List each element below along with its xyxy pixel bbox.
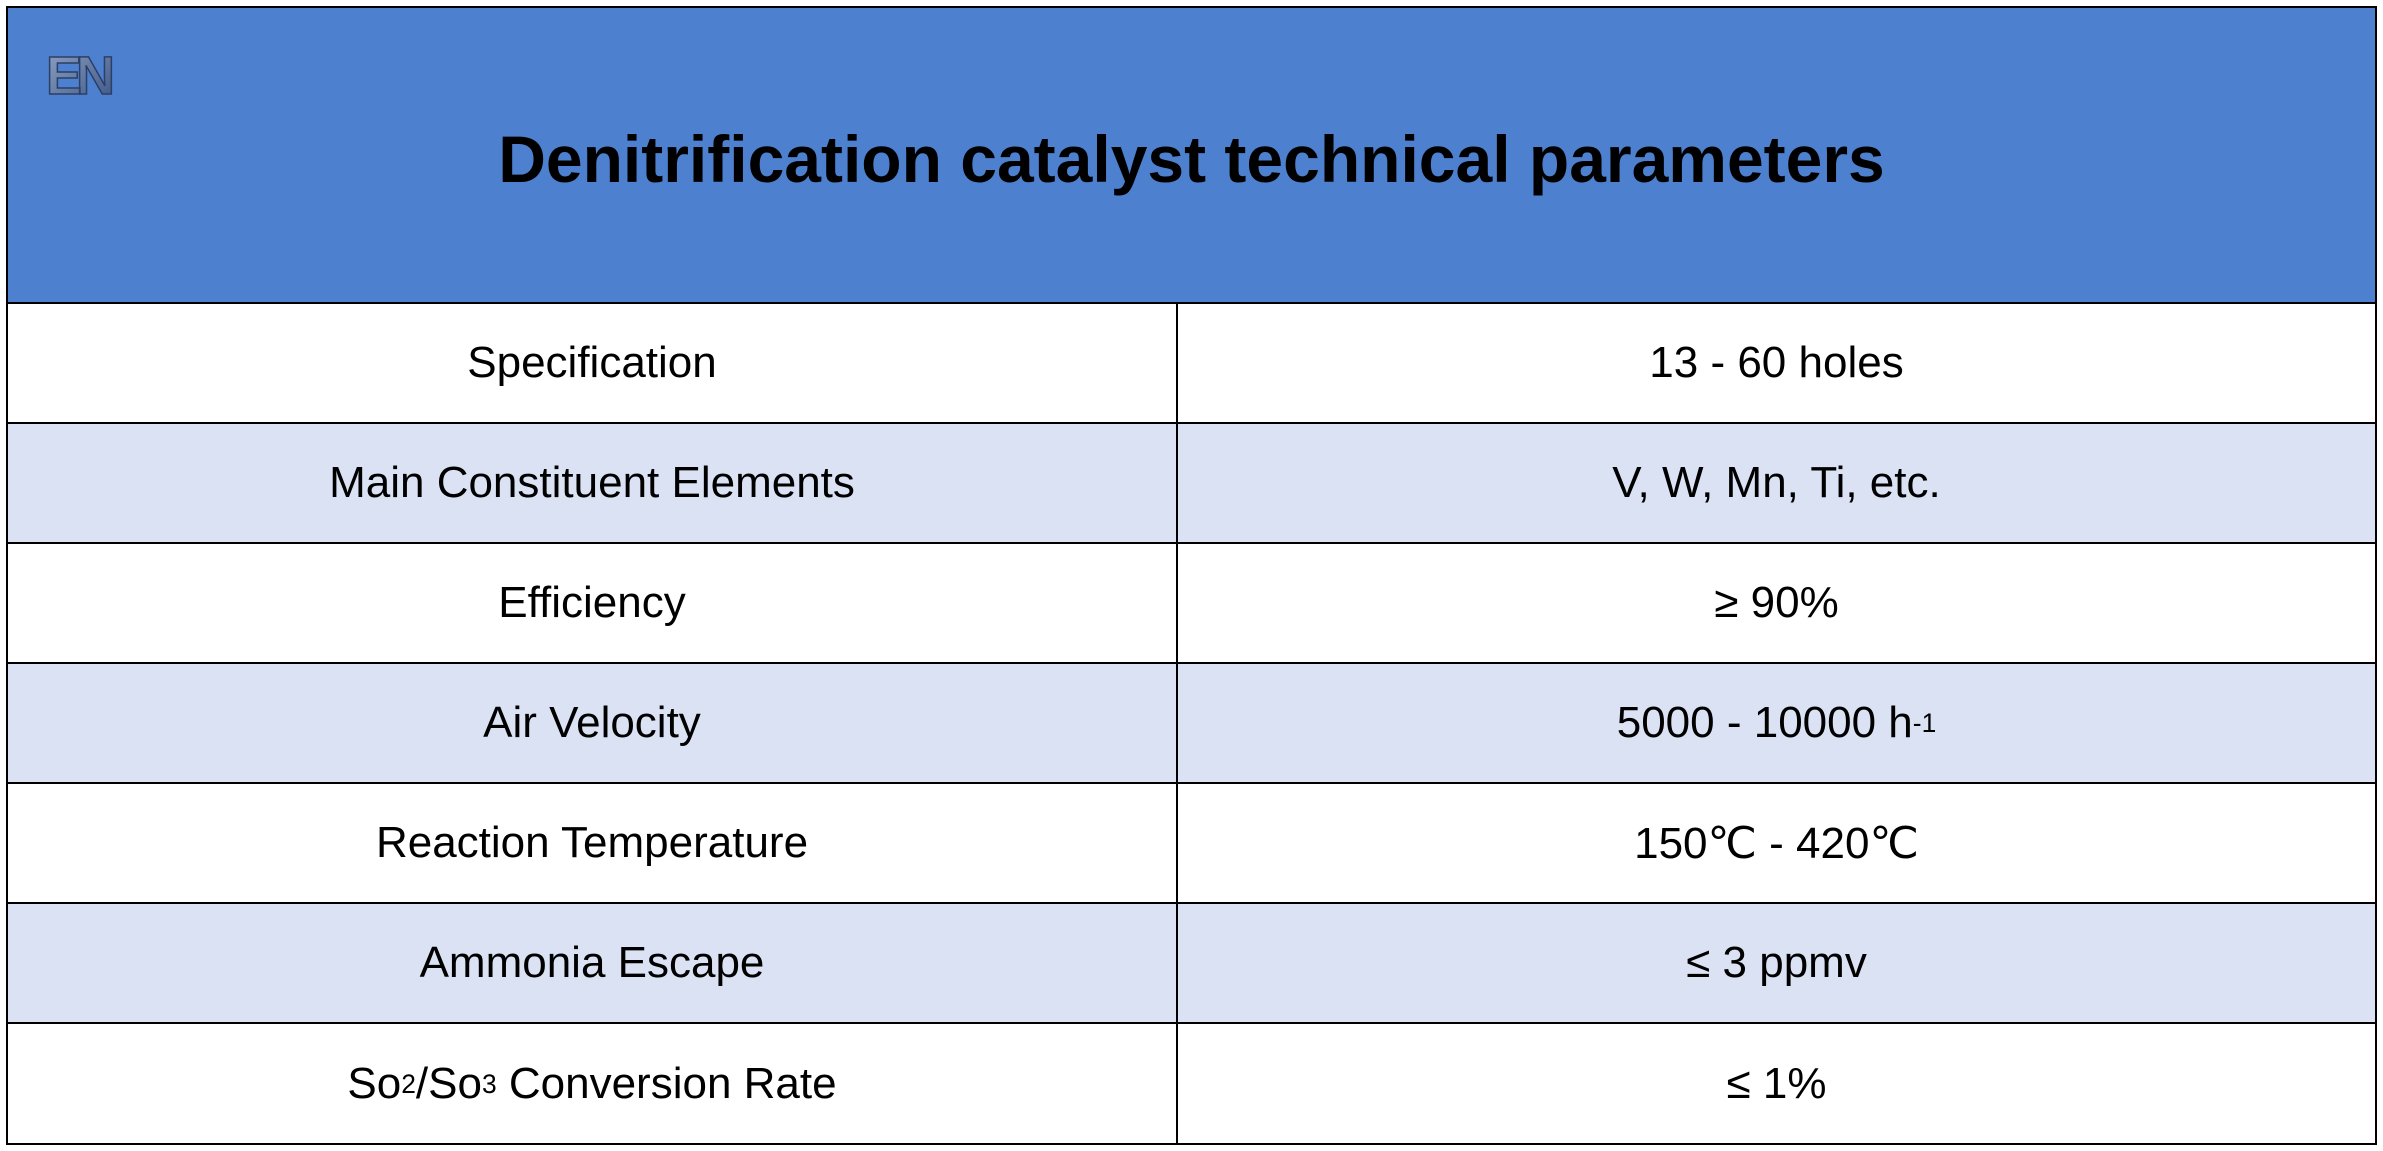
row-label: Specification (8, 304, 1178, 422)
row-label: So 2/So 3 Conversion Rate (8, 1024, 1178, 1143)
table-row: So 2/So 3 Conversion Rate ≤ 1% (8, 1024, 2375, 1143)
row-value: ≥ 90% (1714, 578, 1839, 627)
table-row: Air Velocity 5000 - 10000 h -1 (8, 664, 2375, 784)
row-label: Efficiency (8, 544, 1178, 662)
table-row: Ammonia Escape ≤ 3 ppmv (8, 904, 2375, 1024)
row-value: 13 - 60 holes (1649, 338, 1904, 387)
row-label: Main Constituent Elements (8, 424, 1178, 542)
page-title: Denitrification catalyst technical param… (498, 122, 1885, 196)
parameters-table: Specification 13 - 60 holes Main Constit… (8, 304, 2375, 1143)
row-value: V, W, Mn, Ti, etc. (1612, 458, 1941, 507)
parameters-sheet: EN Denitrification catalyst technical pa… (6, 6, 2377, 1145)
label-part: Conversion Rate (496, 1058, 837, 1108)
row-label: Air Velocity (8, 664, 1178, 782)
svg-text:EN: EN (46, 46, 112, 100)
table-row: Reaction Temperature 150℃ - 420℃ (8, 784, 2375, 904)
en-logo-icon: EN (45, 45, 114, 100)
row-label: Reaction Temperature (8, 784, 1178, 902)
row-label: Ammonia Escape (8, 904, 1178, 1022)
table-row: Main Constituent Elements V, W, Mn, Ti, … (8, 424, 2375, 544)
row-value: 5000 - 10000 h -1 (1616, 698, 1937, 747)
header-banner: EN Denitrification catalyst technical pa… (8, 8, 2375, 304)
table-row: Efficiency ≥ 90% (8, 544, 2375, 664)
table-row: Specification 13 - 60 holes (8, 304, 2375, 424)
label-part: /So (415, 1058, 482, 1108)
row-value: ≤ 1% (1726, 1058, 1827, 1108)
label-part: So (347, 1058, 402, 1108)
row-value: 150℃ - 420℃ (1634, 818, 1919, 868)
value-text: 5000 - 10000 h (1616, 698, 1913, 747)
row-value: ≤ 3 ppmv (1686, 938, 1867, 987)
